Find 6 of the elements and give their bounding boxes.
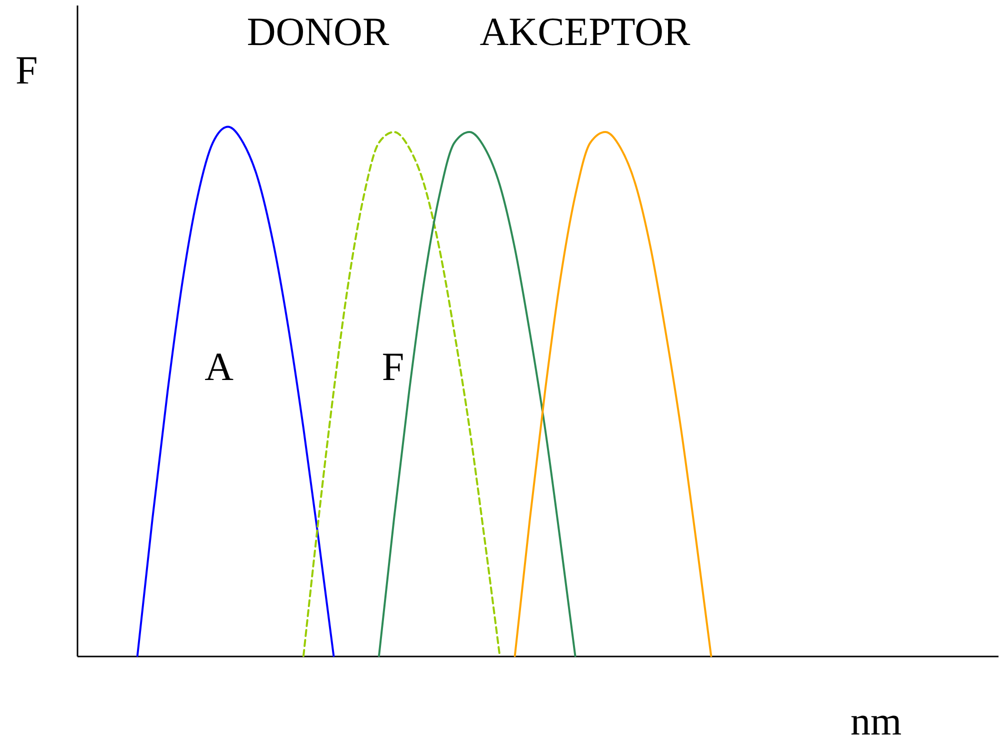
x-axis-title: nm [850,698,902,742]
text: DONOR [246,9,390,54]
text: AKCEPTOR [480,9,691,54]
y-axis-title: F [16,48,38,92]
annotation: F [382,344,404,389]
annotation: A [204,344,234,389]
